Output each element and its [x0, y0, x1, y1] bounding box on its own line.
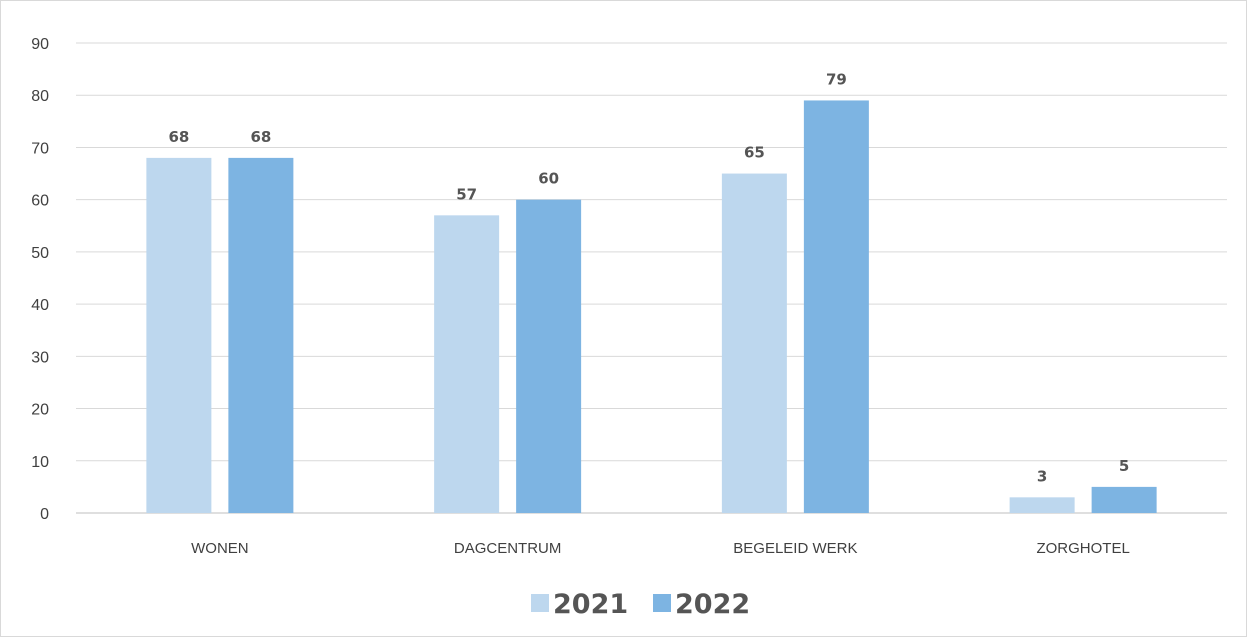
category-label: WONEN [191, 540, 249, 557]
y-tick-label: 30 [31, 349, 49, 366]
data-label: 3 [1037, 467, 1047, 485]
y-tick-label: 40 [31, 297, 49, 314]
category-label: BEGELEID WERK [733, 540, 857, 557]
data-label: 79 [826, 70, 847, 88]
y-tick-label: 0 [40, 506, 49, 523]
data-label: 68 [168, 128, 189, 146]
x-axis-categories: WONEN DAGCENTRUM BEGELEID WERK ZORGHOTEL [191, 540, 1130, 557]
data-label: 57 [456, 185, 477, 203]
category-label: ZORGHOTEL [1036, 540, 1129, 557]
bar-2021-dagcentrum [434, 215, 500, 514]
y-axis-ticks: 0 10 20 30 40 50 60 70 80 90 [31, 36, 49, 523]
y-tick-label: 20 [31, 402, 49, 419]
y-tick-label: 60 [31, 193, 49, 210]
legend-swatch [653, 594, 671, 612]
y-tick-label: 70 [31, 140, 49, 157]
data-label: 60 [538, 170, 559, 188]
legend-label: 2022 [675, 589, 750, 620]
bar-2022-dagcentrum [516, 199, 582, 513]
legend-swatch [531, 594, 549, 612]
data-label: 5 [1119, 457, 1129, 475]
bar-2021-zorghotel [1009, 497, 1075, 513]
bar-2022-zorghotel [1091, 486, 1157, 513]
bar-2021-wonen [146, 157, 212, 513]
bars [146, 100, 1157, 514]
y-tick-label: 10 [31, 454, 49, 471]
bar-2021-begeleid-werk [721, 173, 787, 514]
bar-2022-wonen [228, 157, 294, 513]
data-label: 68 [250, 128, 271, 146]
y-tick-label: 50 [31, 245, 49, 262]
y-tick-label: 80 [31, 88, 49, 105]
legend-label: 2021 [553, 589, 628, 620]
data-labels: 68 68 57 60 65 79 3 5 [168, 70, 1129, 485]
data-label: 65 [744, 144, 765, 162]
legend: 2021 2022 [531, 589, 750, 620]
bar-2022-begeleid-werk [803, 100, 869, 513]
y-tick-label: 90 [31, 36, 49, 53]
category-label: DAGCENTRUM [454, 540, 562, 557]
